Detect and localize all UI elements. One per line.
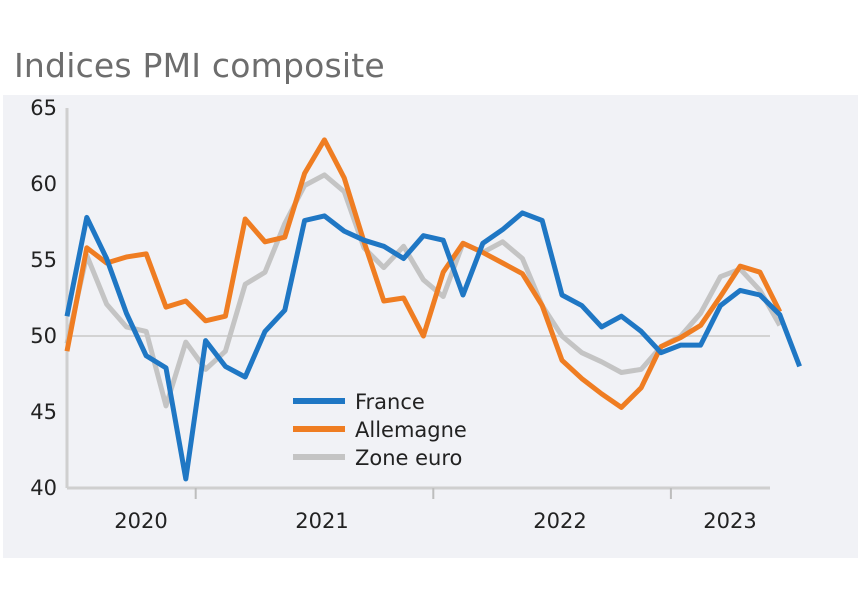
series-line-zone-euro bbox=[64, 172, 782, 409]
chart-title: Indices PMI composite bbox=[14, 46, 385, 85]
y-tick-label-55: 55 bbox=[30, 248, 57, 272]
y-tick-label-65: 65 bbox=[30, 96, 57, 120]
x-tick-label-2021: 2021 bbox=[295, 509, 348, 533]
y-tick-label-40: 40 bbox=[30, 476, 57, 500]
series-layer bbox=[64, 137, 802, 482]
x-tick-label-2023: 2023 bbox=[703, 509, 756, 533]
legend-label-allemagne: Allemagne bbox=[355, 418, 467, 442]
axis-layer: 40 45 50 55 60 65 2020 2021 2022 2023 bbox=[30, 96, 770, 533]
y-tick-label-45: 45 bbox=[30, 400, 57, 424]
y-tick-label-50: 50 bbox=[30, 324, 57, 348]
legend-label-zone-euro: Zone euro bbox=[355, 446, 462, 470]
legend-layer: France Allemagne Zone euro bbox=[293, 390, 467, 470]
plot-background bbox=[3, 95, 858, 558]
x-tick-label-2020: 2020 bbox=[114, 509, 167, 533]
x-tick-label-2022: 2022 bbox=[533, 509, 586, 533]
y-tick-label-60: 60 bbox=[30, 172, 57, 196]
series-line-allemagne bbox=[64, 137, 783, 410]
legend-label-france: France bbox=[355, 390, 425, 414]
series-line-france bbox=[64, 210, 802, 482]
